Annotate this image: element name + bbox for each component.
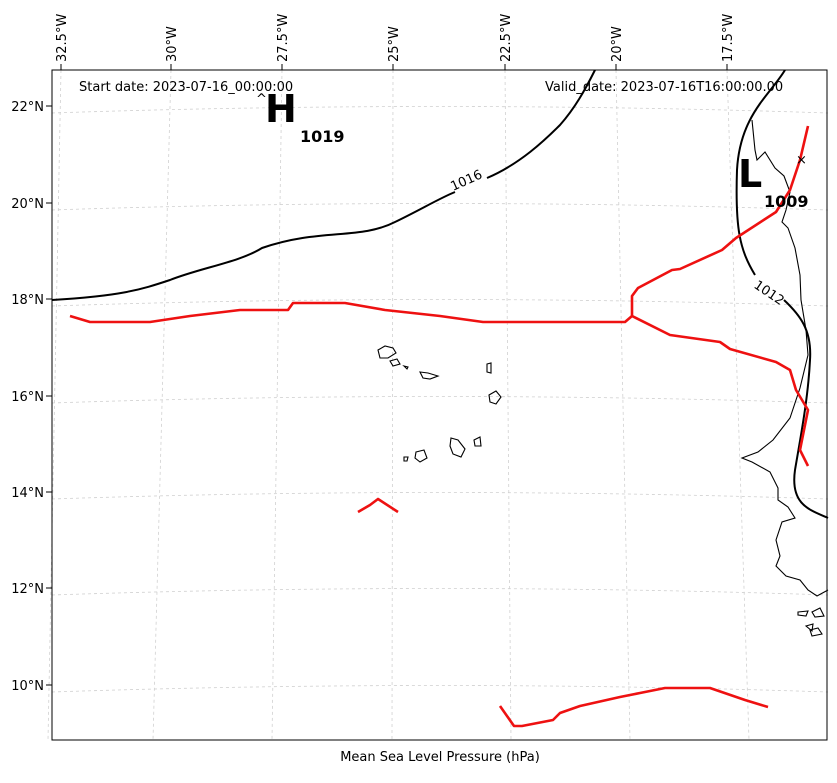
meridian-line xyxy=(391,69,394,741)
lat-tick-label: 16°N xyxy=(11,390,44,405)
high-pressure-value: 1019 xyxy=(300,127,345,146)
island xyxy=(414,449,428,463)
lat-tick-label: 22°N xyxy=(11,100,44,115)
isobar-label: 1016 xyxy=(449,167,485,194)
low-pressure-letter: L xyxy=(738,152,762,196)
low-pressure-value: 1009 xyxy=(764,192,809,211)
graticule xyxy=(47,69,829,741)
meridian-line xyxy=(504,69,512,741)
lon-tick-label: 30°W xyxy=(165,26,180,62)
island xyxy=(804,623,814,633)
island xyxy=(403,456,409,462)
parallel-line xyxy=(51,106,829,114)
island xyxy=(488,390,502,405)
high-center-marker: ^ xyxy=(256,92,267,107)
island xyxy=(419,371,440,380)
high-pressure-letter: H xyxy=(265,87,297,131)
lat-tick-labels: 22°N 20°N 18°N 16°N 14°N 12°N 10°N xyxy=(11,100,44,694)
africa-coastline xyxy=(740,119,829,597)
parallel-line xyxy=(51,203,829,211)
lat-tick-label: 10°N xyxy=(11,679,44,694)
lon-tick-label: 20°W xyxy=(610,26,625,62)
meridian-line xyxy=(271,69,283,741)
island xyxy=(377,345,397,359)
tick-marks xyxy=(46,64,728,686)
red-contour-upper xyxy=(630,125,810,316)
map-frame xyxy=(51,69,828,741)
island xyxy=(486,362,492,374)
island xyxy=(389,358,401,367)
start-date-label: Start date: 2023-07-16_00:00:00 xyxy=(79,80,293,95)
highlight-contour xyxy=(69,125,810,728)
meridian-line xyxy=(726,69,750,741)
isobars xyxy=(51,69,829,519)
red-contour-main xyxy=(69,301,810,467)
lat-tick-label: 12°N xyxy=(11,582,44,597)
meridian-line xyxy=(152,69,172,741)
meridian-line xyxy=(47,69,62,741)
lat-tick-label: 18°N xyxy=(11,293,44,308)
lon-tick-labels: 32.5°W 30°W 27.5°W 25°W 22.5°W 20°W 17.5… xyxy=(55,14,736,62)
island xyxy=(809,627,823,637)
valid-date-label: Valid_date: 2023-07-16T16:00:00.00 xyxy=(545,80,783,95)
parallel-line xyxy=(51,396,829,404)
isobar-1012 xyxy=(735,69,829,519)
lat-tick-label: 14°N xyxy=(11,486,44,501)
lon-tick-label: 17.5°W xyxy=(721,14,736,62)
island xyxy=(402,364,409,370)
coastlines xyxy=(377,119,829,637)
island xyxy=(473,436,482,447)
lon-tick-label: 32.5°W xyxy=(55,14,70,62)
parallel-line xyxy=(51,588,829,596)
island xyxy=(811,607,825,618)
lon-tick-label: 25°W xyxy=(387,26,402,62)
meridian-line xyxy=(615,69,631,741)
lon-tick-label: 27.5°W xyxy=(276,14,291,62)
lon-tick-label: 22.5°W xyxy=(499,14,514,62)
island xyxy=(449,437,466,458)
map-caption: Mean Sea Level Pressure (hPa) xyxy=(340,750,540,765)
parallel-line xyxy=(51,492,829,500)
parallel-line xyxy=(51,299,829,307)
isobar-1016 xyxy=(51,69,596,301)
island xyxy=(797,610,809,617)
red-contour-south xyxy=(357,497,399,514)
low-center-marker: × xyxy=(796,153,807,168)
lat-tick-label: 20°N xyxy=(11,197,44,212)
red-contour-bottom xyxy=(498,686,769,728)
parallel-line xyxy=(51,685,829,693)
